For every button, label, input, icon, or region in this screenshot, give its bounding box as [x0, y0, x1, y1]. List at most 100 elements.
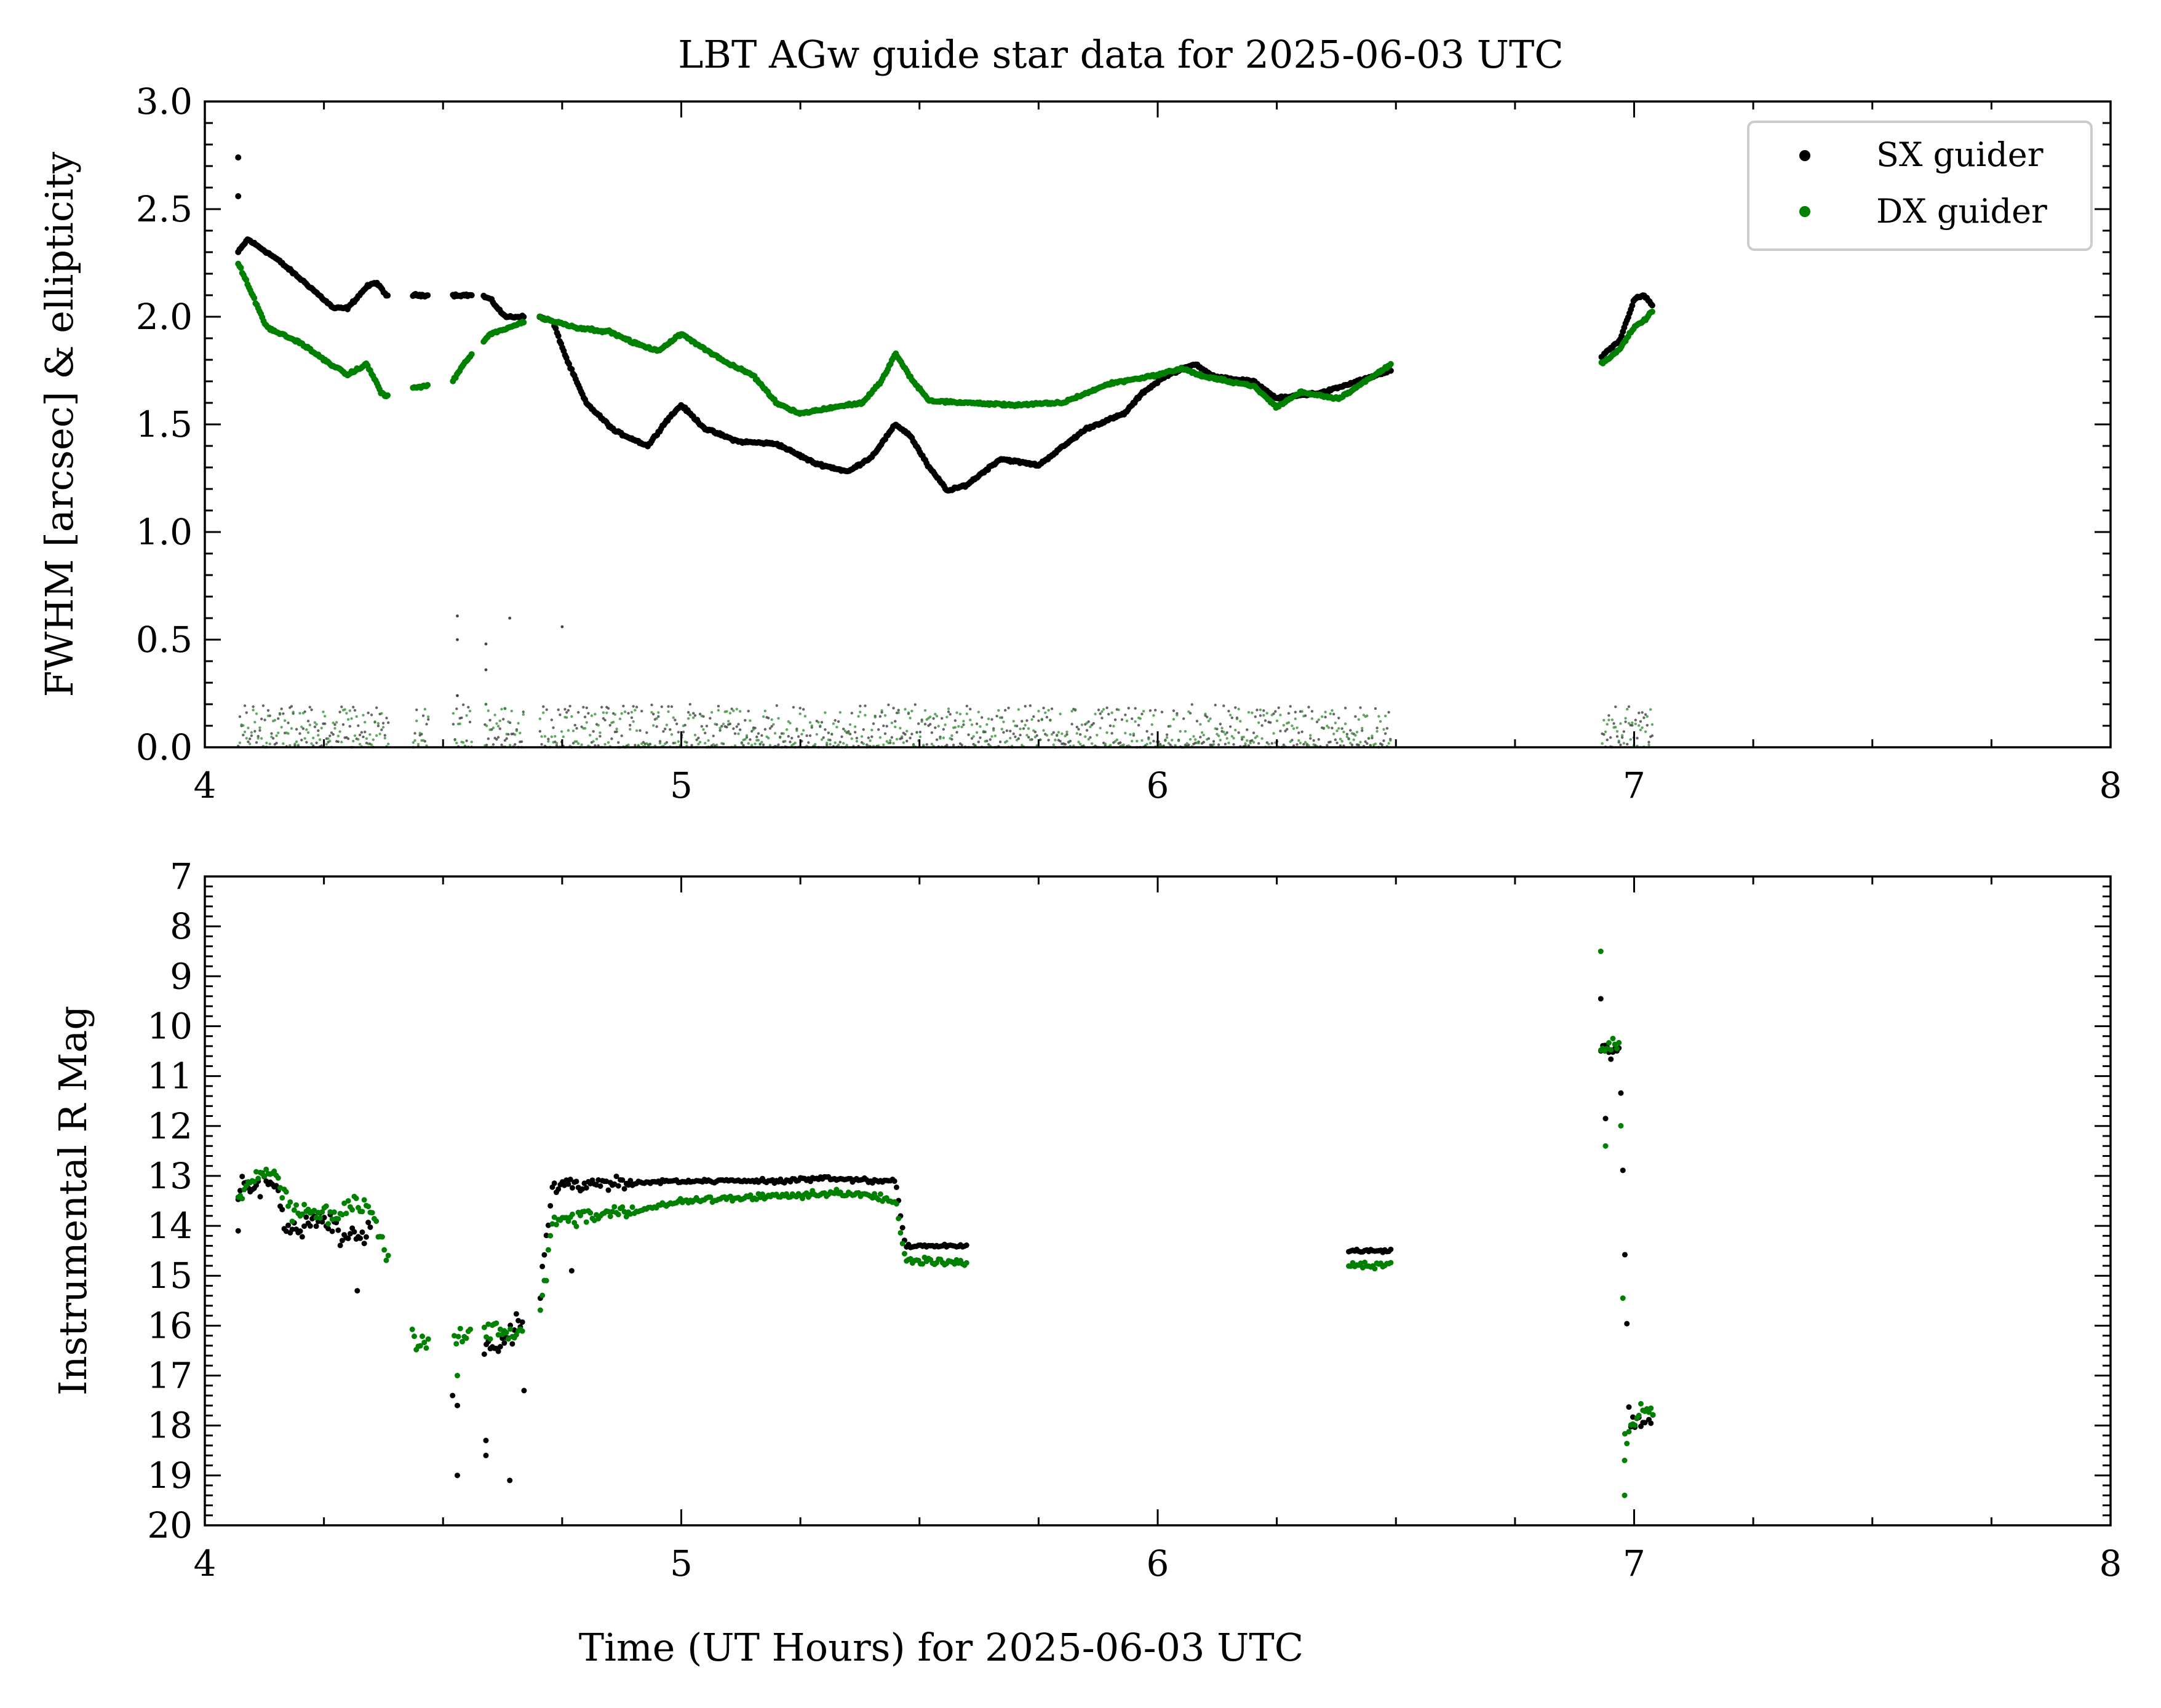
sx-rmag-point — [509, 1341, 515, 1347]
dx-ellipticity-point — [962, 720, 965, 723]
dx-rmag-point — [1614, 1046, 1620, 1052]
sx-ellipticity-point — [709, 717, 712, 720]
sx-ellipticity-point — [675, 722, 679, 726]
dx-ellipticity-point — [265, 741, 268, 745]
sx-ellipticity-point — [1172, 709, 1176, 712]
sx-ellipticity-point — [1254, 715, 1257, 718]
dx-ellipticity-point — [648, 743, 651, 746]
dx-rmag-point — [1372, 1266, 1378, 1272]
dx-ellipticity-point — [740, 742, 744, 745]
dx-ellipticity-point — [335, 721, 338, 724]
dx-ellipticity-point — [343, 708, 346, 711]
dx-ellipticity-point — [570, 715, 573, 718]
dx-ellipticity-point — [1070, 710, 1073, 713]
sx-ellipticity-point — [1264, 719, 1267, 722]
dx-ellipticity-point — [258, 726, 261, 729]
dx-ellipticity-point — [710, 710, 714, 714]
dx-ellipticity-point — [835, 725, 838, 729]
sx-ellipticity-point — [1326, 744, 1329, 747]
sx-ellipticity-point — [687, 711, 690, 714]
sx-ellipticity-point — [1354, 715, 1357, 718]
dx-ellipticity-point — [470, 741, 473, 744]
dx-rmag-point — [289, 1218, 295, 1225]
dx-ellipticity-point — [1017, 708, 1021, 711]
dx-ellipticity-point — [1165, 736, 1169, 739]
dx-ellipticity-point — [458, 722, 461, 726]
dx-ellipticity-point — [1384, 714, 1387, 718]
dx-rmag-point — [607, 1213, 613, 1220]
dx-ellipticity-point — [547, 740, 550, 743]
dx-ellipticity-point — [667, 710, 670, 713]
sx-ellipticity-point — [877, 728, 880, 731]
dx-ellipticity-point — [1249, 741, 1252, 745]
sx-ellipticity-point — [1252, 731, 1256, 734]
sx-ellipticity-point — [1286, 728, 1289, 731]
sx-ellipticity-point — [505, 737, 508, 741]
dx-ellipticity-point — [683, 740, 687, 744]
sx-ellipticity-point — [855, 736, 859, 740]
sx-ellipticity-point — [261, 704, 265, 707]
sx-ellipticity-point — [1277, 706, 1280, 709]
sx-rmag-outlier — [450, 1392, 456, 1399]
dx-ellipticity-point — [313, 721, 317, 724]
dx-rmag-outlier — [454, 1373, 460, 1379]
sx-ellipticity-point — [904, 733, 907, 736]
dx-ellipticity-point — [348, 709, 352, 712]
dx-ellipticity-point — [1014, 724, 1017, 728]
sx-ellipticity-point — [1282, 743, 1286, 747]
dx-ellipticity-point — [1289, 740, 1292, 743]
dx-ellipticity-point — [1202, 733, 1205, 737]
sx-ellipticity-point — [1310, 710, 1314, 713]
sx-ellipticity-point — [917, 722, 920, 725]
sx-ellipticity-point — [660, 705, 663, 709]
dx-ellipticity-point — [1132, 732, 1136, 736]
dx-ellipticity-point — [465, 714, 468, 717]
sx-ellipticity-point — [872, 722, 875, 725]
sx-ellipticity-point — [1214, 704, 1217, 707]
dx-ellipticity-point — [1342, 730, 1345, 734]
dx-rmag-point — [425, 1336, 431, 1342]
dx-ellipticity-point — [1615, 729, 1619, 733]
sx-ellipticity-point — [550, 718, 554, 721]
sx-ellipticity-point — [1230, 716, 1234, 720]
dx-ellipticity-point — [718, 726, 722, 730]
dx-ellipticity-point — [260, 737, 263, 740]
dx-ellipticity-point — [252, 709, 255, 712]
sx-ellipticity-point — [882, 724, 885, 728]
sx-ellipticity-point — [1108, 724, 1112, 728]
sx-rmag-point — [597, 1183, 603, 1189]
dx-rmag-outlier — [1622, 1492, 1628, 1498]
dx-rmag-point — [293, 1202, 300, 1208]
dx-rmag-point — [373, 1218, 380, 1224]
rmag-y-tick-label: 19 — [147, 1455, 193, 1496]
dx-ellipticity-point — [1332, 733, 1335, 736]
dx-ellipticity-point — [800, 733, 803, 736]
sx-ellipticity-point — [953, 719, 957, 722]
dx-ellipticity-point — [295, 740, 298, 744]
sx-ellipticity-point — [503, 739, 507, 742]
dx-ellipticity-point — [738, 710, 742, 713]
sx-rmag-point — [891, 1178, 897, 1184]
sx-ellipticity-point — [383, 734, 386, 737]
sx-ellipticity-outlier — [484, 642, 488, 646]
dx-ellipticity-point — [1130, 739, 1134, 743]
dx-ellipticity-point — [870, 728, 874, 732]
dx-ellipticity-point — [930, 742, 934, 745]
rmag-y-tick-label: 8 — [170, 905, 193, 947]
sx-ellipticity-point — [266, 709, 270, 712]
dx-ellipticity-point — [772, 723, 775, 726]
dx-ellipticity-point — [1237, 707, 1240, 711]
sx-ellipticity-point — [825, 743, 829, 747]
sx-fwhm-point — [568, 366, 575, 373]
dx-ellipticity-point — [599, 731, 602, 734]
sx-ellipticity-point — [967, 733, 970, 736]
sx-ellipticity-point — [1225, 731, 1228, 734]
dx-ellipticity-point — [857, 715, 860, 718]
sx-ellipticity-point — [1217, 743, 1220, 747]
sx-ellipticity-point — [263, 718, 266, 721]
sx-ellipticity-point — [737, 723, 740, 726]
sx-ellipticity-point — [762, 743, 765, 747]
dx-ellipticity-point — [1145, 742, 1148, 746]
dx-ellipticity-point — [657, 711, 660, 714]
dx-ellipticity-point — [1197, 741, 1200, 745]
